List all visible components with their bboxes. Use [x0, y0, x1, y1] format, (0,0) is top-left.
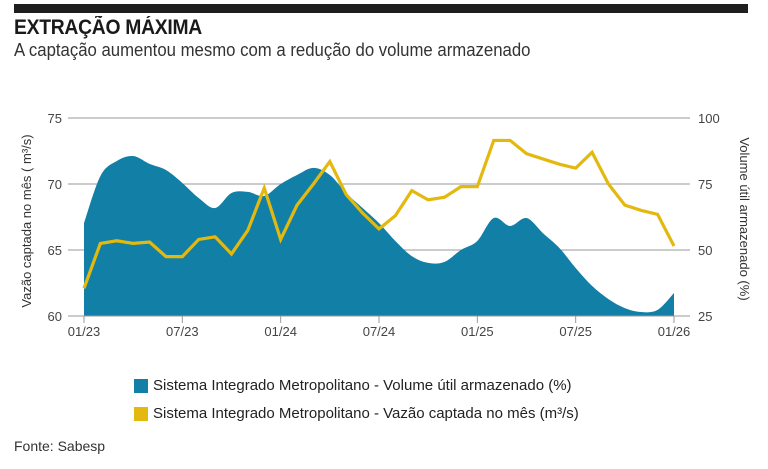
- x-tick-label: 01/24: [264, 324, 297, 339]
- legend-swatch-vazao: [134, 406, 148, 421]
- x-tick-label: 07/23: [166, 324, 199, 339]
- left-tick-label: 70: [48, 177, 62, 192]
- right-tick-label: 100: [698, 111, 720, 126]
- x-tick-label: 01/26: [658, 324, 691, 339]
- right-axis-title: Volume útil armazenado (%): [737, 137, 752, 300]
- vazao-line: [82, 138, 676, 289]
- source-note: Fonte: Sabesp: [14, 438, 106, 454]
- x-tick-label: 07/24: [363, 324, 396, 339]
- left-axis-title: Vazão captada no mês ( m³/s): [19, 134, 34, 307]
- right-tick-label: 75: [698, 177, 712, 192]
- left-tick-label: 75: [48, 111, 62, 126]
- legend-item-volume: Sistema Integrado Metropolitano - Volume…: [134, 377, 572, 394]
- left-tick-label: 60: [48, 309, 62, 324]
- legend-label-volume: Sistema Integrado Metropolitano - Volume…: [153, 377, 572, 394]
- volume-area: [84, 155, 674, 316]
- chart-title: EXTRAÇÃO MÁXIMA: [14, 16, 202, 39]
- top-rule: [14, 4, 748, 13]
- x-tick-label: 07/25: [559, 324, 592, 339]
- legend-label-vazao: Sistema Integrado Metropolitano - Vazão …: [153, 405, 579, 422]
- left-tick-label: 65: [48, 243, 62, 258]
- legend-item-vazao: Sistema Integrado Metropolitano - Vazão …: [134, 405, 579, 422]
- right-tick-label: 50: [698, 243, 712, 258]
- right-tick-label: 25: [698, 309, 712, 324]
- chart-subtitle: A captação aumentou mesmo com a redução …: [14, 40, 531, 60]
- legend-swatch-volume: [134, 378, 148, 393]
- x-tick-label: 01/25: [461, 324, 494, 339]
- x-tick-label: 01/23: [68, 324, 101, 339]
